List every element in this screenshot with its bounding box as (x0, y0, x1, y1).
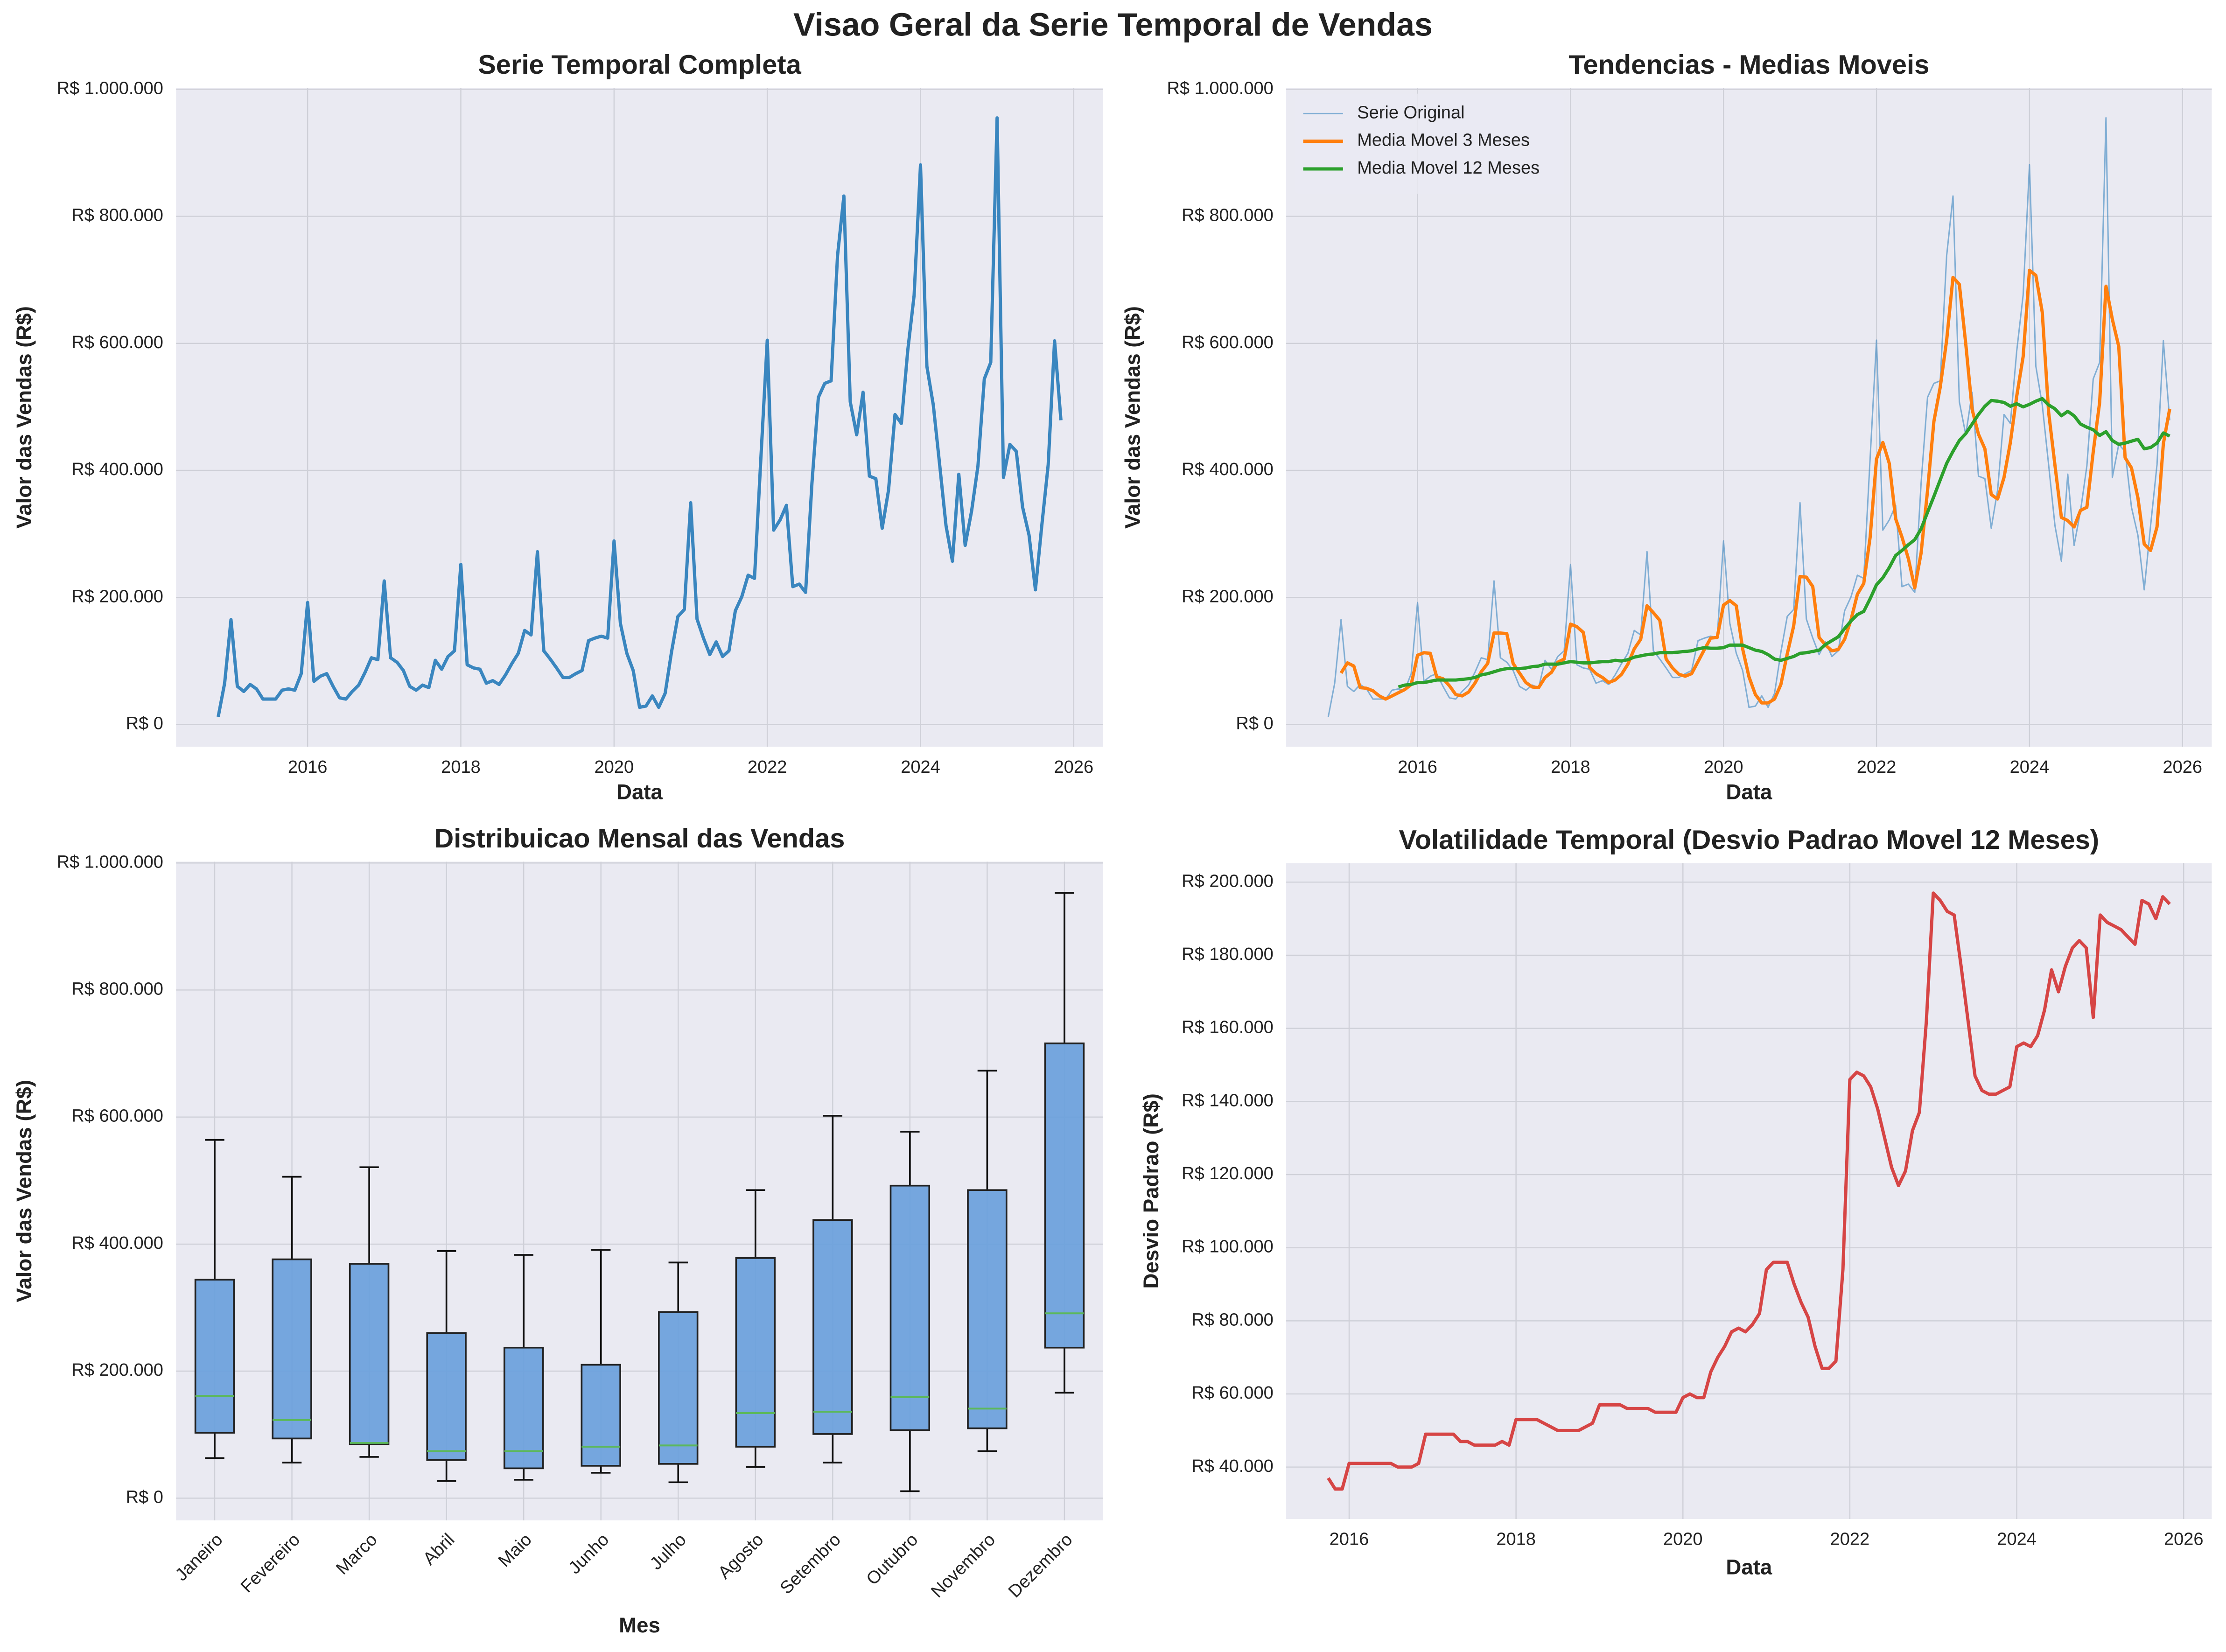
box (812, 1219, 853, 1435)
x-tick-label: 2022 (748, 757, 787, 777)
y-tick-label: R$ 40.000 (1191, 1456, 1273, 1476)
subplot-title: Volatilidade Temporal (Desvio Padrao Mov… (1399, 825, 2099, 855)
box (426, 1332, 467, 1461)
legend-label: Media Movel 12 Meses (1357, 158, 1540, 178)
x-tick-label: 2026 (1054, 757, 1094, 777)
subplot-title: Distribuicao Mensal das Vendas (434, 824, 845, 854)
x-axis-label: Mes (619, 1613, 660, 1637)
plot-area (1286, 863, 2212, 1519)
x-tick-label: 2022 (1857, 757, 1897, 777)
y-tick-label: R$ 0 (126, 714, 163, 734)
y-tick-label: R$ 140.000 (1182, 1091, 1274, 1110)
y-tick-label: R$ 1.000.000 (1167, 78, 1273, 98)
y-tick-label: R$ 1.000.000 (57, 852, 163, 872)
y-tick-label: R$ 60.000 (1191, 1383, 1273, 1403)
legend: Serie Original Media Movel 3 Meses Media M… (1295, 93, 1565, 194)
y-tick-label: R$ 800.000 (1182, 206, 1274, 225)
x-tick-label: 2020 (595, 757, 634, 777)
box (735, 1257, 776, 1448)
x-axis-label: Data (1726, 1555, 1772, 1579)
x-tick-label: 2026 (2164, 1530, 2204, 1549)
y-tick-label: R$ 0 (1236, 714, 1273, 734)
y-tick-label: R$ 80.000 (1191, 1310, 1273, 1330)
x-tick-label: 2016 (1330, 1530, 1369, 1549)
box (194, 1279, 235, 1434)
figure-title: Visao Geral da Serie Temporal de Vendas (793, 6, 1433, 42)
box (272, 1258, 312, 1440)
y-tick-label: R$ 0 (126, 1487, 163, 1507)
x-tick-label: 2026 (2163, 757, 2202, 777)
legend-label: Serie Original (1357, 103, 1464, 122)
y-tick-label: R$ 180.000 (1182, 945, 1274, 964)
line-series (217, 116, 1063, 717)
line-series (1327, 891, 2171, 1491)
x-tick-label: 2020 (1704, 757, 1743, 777)
x-tick-label: 2024 (2010, 757, 2050, 777)
subplot-title: Serie Temporal Completa (478, 50, 801, 80)
y-tick-label: R$ 1.000.000 (57, 78, 163, 98)
box (967, 1189, 1008, 1429)
subplot-title: Tendencias - Medias Moveis (1568, 50, 1929, 80)
y-tick-label: R$ 200.000 (71, 1360, 163, 1380)
plot-area (176, 861, 1103, 1521)
y-tick-label: R$ 200.000 (1182, 587, 1274, 606)
y-tick-label: R$ 200.000 (71, 587, 163, 606)
legend-frame (1295, 93, 1565, 194)
x-tick-label: 2016 (1398, 757, 1437, 777)
y-tick-label: R$ 800.000 (71, 206, 163, 225)
box (658, 1311, 699, 1465)
x-tick-label: 2020 (1663, 1530, 1703, 1549)
plot-area (1286, 88, 2212, 747)
y-tick-label: R$ 600.000 (71, 333, 163, 352)
x-tick-label: 2018 (1551, 757, 1590, 777)
box (889, 1184, 931, 1431)
y-tick-label: R$ 400.000 (71, 1233, 163, 1253)
y-axis-label: Valor das Vendas (R$) (1121, 306, 1145, 529)
line-series (1327, 117, 2170, 717)
y-tick-label: R$ 400.000 (1182, 460, 1274, 479)
x-axis-label: Data (616, 780, 663, 804)
y-tick-label: R$ 400.000 (71, 460, 163, 479)
x-tick-label: 2024 (1997, 1530, 2037, 1549)
x-tick-label: 2018 (1496, 1530, 1536, 1549)
plot-area (176, 88, 1103, 747)
box (1044, 1042, 1085, 1349)
box (581, 1364, 621, 1467)
box (349, 1263, 390, 1445)
y-axis-label: Desvio Padrao (R$) (1139, 1093, 1163, 1288)
x-tick-label: 2022 (1830, 1530, 1870, 1549)
y-axis-label: Valor das Vendas (R$) (12, 1080, 36, 1302)
subplot: R$ 0 R$ 200.000 R$ 400.000 R$ 600.000 R$ 800… (12, 50, 1103, 804)
y-tick-label: R$ 200.000 (1182, 871, 1274, 891)
box (503, 1346, 544, 1470)
x-tick-label: 2016 (288, 757, 328, 777)
x-axis-label: Data (1726, 780, 1772, 804)
legend-label: Media Movel 3 Meses (1357, 131, 1530, 150)
y-tick-label: R$ 600.000 (71, 1106, 163, 1126)
y-axis-label: Valor das Vendas (R$) (12, 306, 36, 529)
y-tick-label: R$ 120.000 (1182, 1164, 1274, 1183)
y-tick-label: R$ 100.000 (1182, 1237, 1274, 1257)
y-tick-label: R$ 600.000 (1182, 333, 1274, 352)
subplot: R$ 40.000 R$ 60.000 R$ 80.000 R$ 100.000 R$ … (1139, 825, 2212, 1579)
x-tick-label: 2018 (441, 757, 481, 777)
y-tick-label: R$ 800.000 (71, 980, 163, 999)
x-tick-label: 2024 (901, 757, 940, 777)
y-tick-label: R$ 160.000 (1182, 1018, 1274, 1037)
line-series (1398, 397, 2170, 689)
subplot: R$ 0 R$ 200.000 R$ 400.000 R$ 600.000 R$ 800… (1121, 50, 2212, 804)
